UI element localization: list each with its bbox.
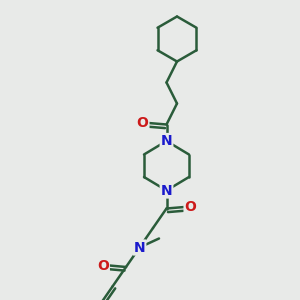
Text: O: O — [136, 116, 148, 130]
Text: O: O — [184, 200, 196, 214]
Text: O: O — [97, 259, 109, 272]
Text: N: N — [134, 241, 145, 254]
Text: N: N — [161, 134, 172, 148]
Text: N: N — [161, 184, 172, 197]
